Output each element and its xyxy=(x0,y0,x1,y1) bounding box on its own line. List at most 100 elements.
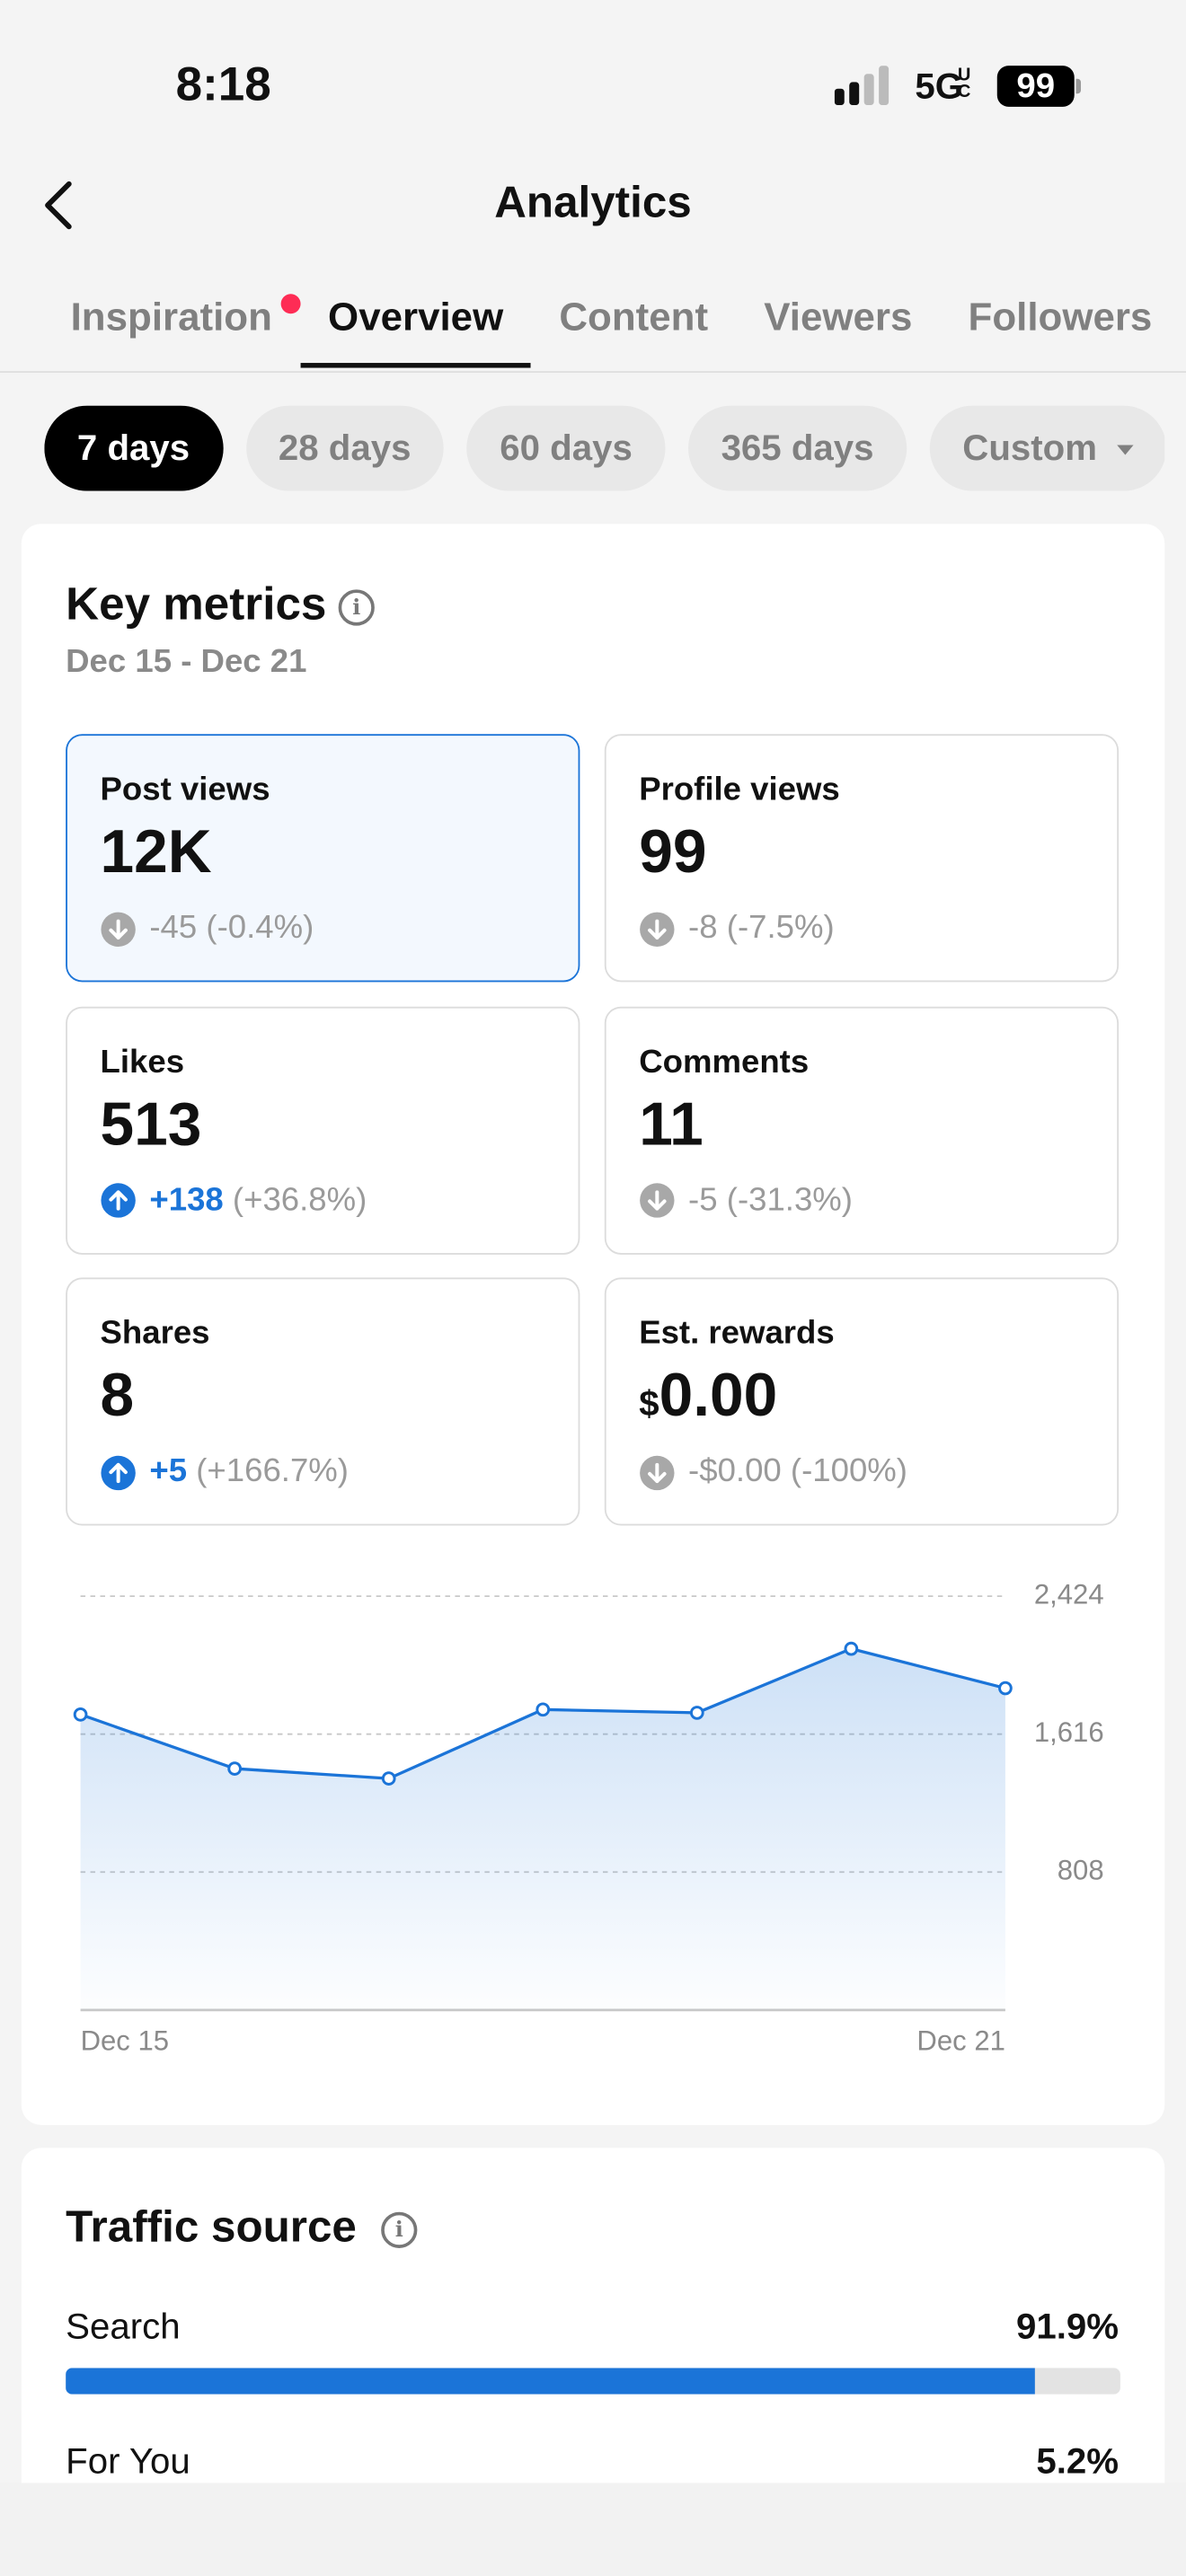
trend-arrow xyxy=(109,1190,128,1211)
signal-icon xyxy=(834,66,890,106)
battery: 99 xyxy=(996,66,1075,107)
tab[interactable]: Viewers xyxy=(736,279,940,368)
metric-change: -8 (-7.5%) xyxy=(639,910,835,948)
change-percent: (-100%) xyxy=(790,1453,907,1490)
info-icon[interactable]: ℹ xyxy=(338,589,375,626)
trend-arrow xyxy=(648,1190,667,1211)
date-range-label: 7 days xyxy=(76,427,190,469)
signal-bar xyxy=(863,74,874,106)
section-title: Key metrics xyxy=(66,578,327,630)
metric-number: 99 xyxy=(639,817,707,886)
metric-card[interactable]: Est. rewards $0.00 -$0.00 (-100%) xyxy=(604,1277,1120,1526)
date-range-pill[interactable]: Custom xyxy=(929,405,1165,491)
tab[interactable]: Followers xyxy=(940,279,1180,368)
tab-badge xyxy=(280,294,300,314)
date-range-label: 365 days xyxy=(721,427,874,469)
y-tick-label: 808 xyxy=(1058,1854,1104,1885)
change-value: -45 xyxy=(149,909,198,947)
metric-value: 8 xyxy=(101,1362,135,1431)
trend-icon xyxy=(101,1183,136,1218)
metric-label: Post views xyxy=(100,772,270,808)
source-name: For You xyxy=(66,2439,190,2482)
change-percent: (+166.7%) xyxy=(196,1453,349,1490)
change-text: +138 (+36.8%) xyxy=(149,1181,367,1219)
metric-value: 11 xyxy=(639,1090,704,1159)
battery-tip xyxy=(1075,78,1082,94)
change-text: -$0.00 (-100%) xyxy=(688,1453,907,1491)
point xyxy=(227,1761,243,1776)
trend-arrow xyxy=(109,918,128,940)
change-percent: (-0.4%) xyxy=(206,909,314,947)
line-chart: 808 1,616 2,424 Dec 15 Dec 21 xyxy=(73,1578,1104,2057)
metric-value: $0.00 xyxy=(639,1362,777,1431)
metric-number: 12K xyxy=(100,817,212,886)
metric-card[interactable]: Profile views 99 -8 (-7.5%) xyxy=(604,734,1120,983)
bar-track xyxy=(66,2368,1120,2395)
date-range-pill[interactable]: 365 days xyxy=(688,405,907,491)
back-button[interactable] xyxy=(36,177,82,233)
trend-icon xyxy=(101,1454,136,1490)
metric-number: 513 xyxy=(100,1090,202,1158)
point xyxy=(844,1641,859,1656)
tab[interactable]: Overview xyxy=(299,279,532,368)
change-text: -8 (-7.5%) xyxy=(688,910,835,948)
period-label: Dec 15 - Dec 21 xyxy=(66,643,307,680)
date-range-label: Custom xyxy=(962,427,1097,469)
metric-change: -45 (-0.4%) xyxy=(101,910,314,948)
change-percent: (+36.8%) xyxy=(232,1181,367,1218)
change-value: -$0.00 xyxy=(688,1453,782,1490)
trend-icon xyxy=(640,1183,675,1218)
trend-icon xyxy=(101,911,136,947)
signal-bar xyxy=(849,82,860,106)
tab-label: Inspiration xyxy=(70,296,272,340)
info-icon[interactable]: ℹ xyxy=(381,2211,418,2248)
date-range-row: 7 days 28 days 60 days 365 days Custom xyxy=(44,405,1165,491)
metric-card[interactable]: Post views 12K -45 (-0.4%) xyxy=(66,734,580,983)
traffic-source-card xyxy=(21,2148,1165,2483)
change-percent: (-7.5%) xyxy=(726,909,835,947)
date-range-pill[interactable]: 28 days xyxy=(245,405,445,491)
tab-label: Content xyxy=(559,296,709,340)
metric-value: 12K xyxy=(101,817,212,887)
x-tick-label: Dec 21 xyxy=(916,2025,1005,2057)
metric-number: 8 xyxy=(100,1361,135,1429)
date-range-pill[interactable]: 60 days xyxy=(466,405,666,491)
tab-label: Followers xyxy=(968,296,1153,340)
bar xyxy=(66,2368,1035,2395)
metric-currency: $ xyxy=(639,1382,659,1425)
metric-card[interactable]: Comments 11 -5 (-31.3%) xyxy=(604,1005,1120,1254)
metric-value: 513 xyxy=(101,1090,202,1159)
tab-label: Overview xyxy=(328,296,504,340)
metric-change: +138 (+36.8%) xyxy=(101,1181,367,1219)
metric-label: Est. rewards xyxy=(639,1315,835,1352)
metric-label: Profile views xyxy=(639,772,840,808)
tab[interactable]: Content xyxy=(531,279,736,368)
trend-icon xyxy=(640,911,675,947)
signal-bar xyxy=(834,88,845,106)
x-tick-label: Dec 15 xyxy=(81,2025,169,2057)
source-name: Search xyxy=(66,2305,181,2347)
change-text: -5 (-31.3%) xyxy=(688,1181,853,1219)
date-range-label: 60 days xyxy=(500,427,633,469)
network-label: 5G xyxy=(915,66,964,107)
metric-number: 11 xyxy=(639,1090,704,1158)
signal-bar xyxy=(879,66,890,106)
change-value: -5 xyxy=(688,1181,718,1218)
date-range-pill[interactable]: 7 days xyxy=(44,405,223,491)
metric-change: -5 (-31.3%) xyxy=(639,1181,853,1219)
metric-change: +5 (+166.7%) xyxy=(101,1453,349,1491)
status-time: 8:18 xyxy=(175,58,271,112)
point xyxy=(998,1681,1013,1696)
y-tick-label: 2,424 xyxy=(1034,1578,1104,1610)
point xyxy=(689,1706,704,1720)
point xyxy=(381,1771,396,1786)
tab[interactable]: Inspiration xyxy=(43,279,300,368)
network-suffix: UC xyxy=(957,66,971,102)
metric-number: 0.00 xyxy=(659,1361,778,1429)
source-percent: 91.9% xyxy=(1016,2305,1120,2347)
metric-card[interactable]: Shares 8 +5 (+166.7%) xyxy=(66,1277,580,1526)
metric-card[interactable]: Likes 513 +138 (+36.8%) xyxy=(66,1005,580,1254)
tab-divider xyxy=(0,371,1186,374)
